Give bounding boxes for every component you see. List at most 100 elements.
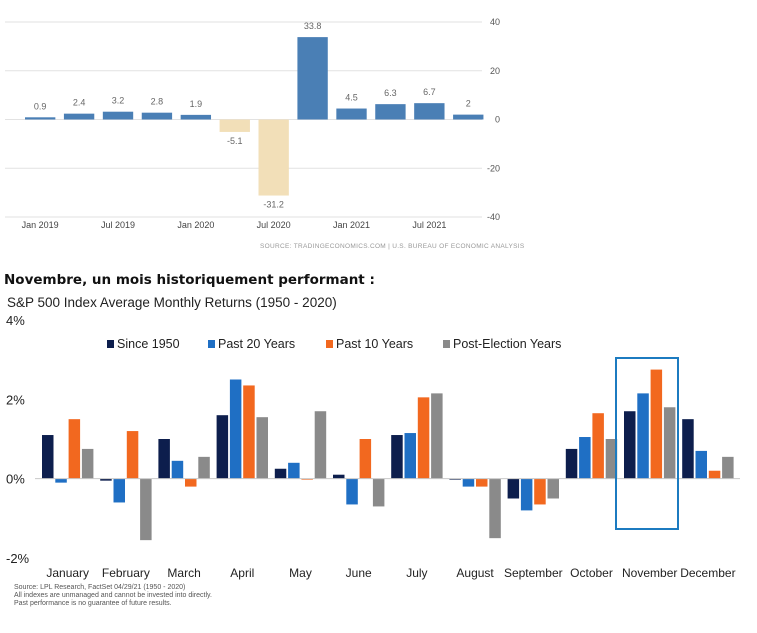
chart2-legend: Since 1950 Past 20 Years Past 10 Years Post… bbox=[107, 337, 561, 351]
bar bbox=[404, 433, 416, 479]
bar bbox=[449, 478, 461, 480]
x-tick-label: November bbox=[622, 566, 677, 580]
bar bbox=[346, 478, 358, 505]
bar bbox=[258, 119, 289, 196]
bar bbox=[216, 415, 229, 479]
bar bbox=[25, 117, 56, 120]
bar bbox=[301, 478, 313, 480]
bar bbox=[55, 478, 67, 483]
chart2-bars bbox=[42, 369, 734, 541]
bar bbox=[180, 114, 212, 120]
x-tick-label: January bbox=[46, 566, 89, 580]
chart2-footnotes: Source: LPL Research, FactSet 04/29/21 (… bbox=[14, 584, 212, 607]
y-tick-label: -40 bbox=[487, 212, 500, 222]
x-tick-label: August bbox=[456, 566, 494, 580]
data-label: 6.3 bbox=[384, 88, 397, 98]
data-label: 2 bbox=[466, 99, 471, 109]
bar bbox=[417, 397, 430, 479]
bar bbox=[140, 478, 152, 541]
data-label: -5.1 bbox=[227, 136, 243, 146]
bar bbox=[637, 393, 649, 479]
footnote: All indexes are unmanaged and cannot be … bbox=[14, 592, 212, 599]
y-tick-label: 0% bbox=[6, 472, 25, 487]
bar bbox=[141, 112, 173, 120]
y-tick-label: -20 bbox=[487, 163, 500, 173]
data-label: 0.9 bbox=[34, 101, 47, 111]
legend-swatch bbox=[326, 340, 333, 348]
bar bbox=[198, 456, 210, 479]
bar bbox=[476, 478, 488, 487]
data-label: 2.4 bbox=[73, 98, 86, 108]
chart2-y-axis: 4% 2% 0% -2% bbox=[6, 313, 30, 566]
bar bbox=[579, 437, 591, 479]
bar bbox=[605, 439, 618, 479]
legend-swatch bbox=[107, 340, 114, 348]
data-label: 1.9 bbox=[190, 99, 203, 109]
x-tick-label: February bbox=[102, 566, 150, 580]
x-tick-label: May bbox=[289, 566, 312, 580]
bar bbox=[391, 435, 403, 479]
y-tick-label: 20 bbox=[490, 66, 500, 76]
sp500-monthly-returns-chart: 4% 2% 0% -2% Since 1950 Past 20 Years Past 10… bbox=[6, 313, 740, 607]
legend-swatch bbox=[443, 340, 450, 348]
y-tick-label: 40 bbox=[490, 17, 500, 27]
x-tick-label: Jul 2019 bbox=[101, 220, 135, 230]
chart1-y-axis: 40 20 0 -20 -40 bbox=[487, 17, 500, 222]
bar bbox=[274, 468, 287, 479]
legend-label: Past 10 Years bbox=[336, 337, 413, 351]
bar bbox=[229, 379, 242, 479]
chart2-x-axis: January February March April May June July Augu… bbox=[46, 566, 735, 580]
bar bbox=[126, 431, 139, 479]
bar bbox=[624, 411, 636, 479]
bar bbox=[63, 113, 95, 120]
bar bbox=[81, 448, 94, 479]
bar bbox=[113, 478, 125, 503]
x-tick-label: Jan 2020 bbox=[177, 220, 214, 230]
bar bbox=[565, 448, 578, 479]
bar bbox=[42, 435, 54, 479]
bar bbox=[534, 478, 546, 505]
footnote: Source: LPL Research, FactSet 04/29/21 (… bbox=[14, 584, 185, 591]
bar bbox=[372, 478, 385, 507]
bar bbox=[158, 439, 170, 479]
bar bbox=[185, 478, 197, 487]
bar bbox=[375, 104, 406, 120]
bar bbox=[650, 369, 663, 479]
data-label: -31.2 bbox=[263, 200, 284, 210]
bar bbox=[336, 108, 367, 120]
x-tick-label: June bbox=[346, 566, 372, 580]
bar bbox=[288, 462, 300, 479]
bar bbox=[722, 456, 734, 479]
bar bbox=[682, 419, 694, 479]
y-tick-label: 2% bbox=[6, 392, 25, 407]
x-tick-label: Jul 2020 bbox=[257, 220, 291, 230]
bar bbox=[507, 478, 520, 499]
section-heading: Novembre, un mois historiquement perform… bbox=[4, 272, 375, 288]
x-tick-label: October bbox=[570, 566, 613, 580]
x-tick-label: July bbox=[406, 566, 427, 580]
x-tick-label: March bbox=[167, 566, 200, 580]
chart1-source-note: SOURCE: TRADINGECONOMICS.COM | U.S. BURE… bbox=[260, 243, 525, 250]
bar bbox=[171, 460, 184, 479]
x-tick-label: September bbox=[504, 566, 563, 580]
footnote: Past performance is no guarantee of futu… bbox=[14, 600, 172, 607]
bar bbox=[520, 478, 533, 511]
data-label: 2.8 bbox=[151, 97, 164, 107]
bar bbox=[592, 413, 604, 479]
data-label: 3.2 bbox=[112, 96, 125, 106]
bar bbox=[462, 478, 475, 487]
legend-swatch bbox=[208, 340, 215, 348]
bar bbox=[314, 411, 327, 479]
x-tick-label: April bbox=[230, 566, 254, 580]
bar bbox=[297, 37, 328, 120]
legend-label: Since 1950 bbox=[117, 337, 180, 351]
data-label: 4.5 bbox=[345, 93, 358, 103]
bar bbox=[102, 111, 134, 120]
bar bbox=[243, 385, 255, 479]
chart2-title: S&P 500 Index Average Monthly Returns (1… bbox=[7, 295, 337, 310]
bar bbox=[359, 439, 372, 479]
data-label: 6.7 bbox=[423, 87, 436, 97]
chart1-data-labels: 0.9 2.4 3.2 2.8 1.9 -5.1 -31.2 33.8 4.5 6.3 6.7 2 bbox=[34, 21, 471, 209]
bar bbox=[453, 114, 484, 120]
y-tick-label: 4% bbox=[6, 313, 25, 328]
